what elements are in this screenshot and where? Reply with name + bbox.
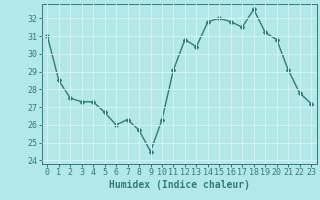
- X-axis label: Humidex (Indice chaleur): Humidex (Indice chaleur): [109, 180, 250, 190]
